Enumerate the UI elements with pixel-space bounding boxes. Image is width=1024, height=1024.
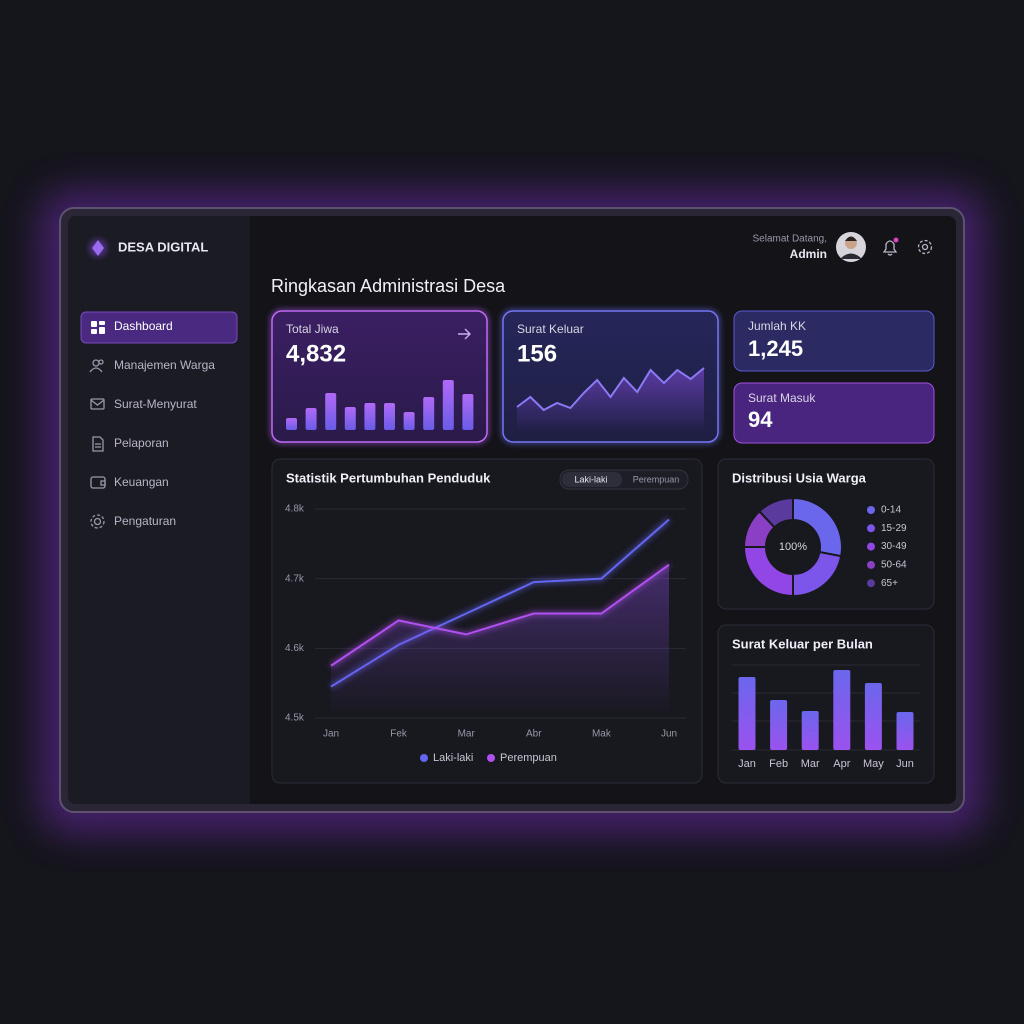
settings[interactable]	[917, 239, 933, 255]
pie-slice	[758, 496, 794, 529]
sparkline	[516, 367, 705, 412]
bar	[770, 700, 788, 750]
mini-bar	[403, 412, 415, 430]
x-tick-label: Mar	[458, 729, 476, 740]
mini-bar	[364, 403, 376, 430]
y-tick-label: 4.5k	[285, 713, 305, 724]
panel-title: Statistik Pertumbuhan Penduduk	[286, 470, 491, 485]
legend-dot	[867, 560, 875, 569]
legend-dot	[487, 754, 495, 762]
y-tick-label: 4.6k	[285, 643, 305, 654]
y-tick-label: 4.8k	[285, 504, 305, 515]
bell[interactable]	[882, 240, 898, 256]
menu-item[interactable]: Dashboard	[114, 319, 173, 333]
line-area	[331, 564, 669, 718]
panel-title: Surat Keluar per Bulan	[732, 636, 873, 651]
card-value: 156	[517, 340, 557, 367]
x-tick-label: Jan	[323, 729, 339, 740]
x-tick-label: Jun	[896, 758, 914, 770]
card-label: Total Jiwa	[286, 322, 339, 336]
mini-bar	[344, 407, 356, 430]
menu-item[interactable]: Keuangan	[114, 475, 169, 489]
card-value: 4,832	[286, 340, 346, 367]
y-tick-label: 4.7k	[285, 573, 305, 584]
legend-dot	[420, 754, 428, 762]
bar	[864, 683, 882, 750]
legend-label: 15-29	[881, 523, 907, 534]
sidebar	[68, 216, 250, 804]
x-tick-label: Abr	[526, 729, 542, 740]
menu-item[interactable]: Manajemen Warga	[114, 358, 215, 372]
mini-bar	[442, 380, 454, 430]
menu-item[interactable]: Pelaporan	[114, 436, 169, 450]
menu-active[interactable]	[80, 311, 238, 344]
card-surat-masuk[interactable]	[733, 382, 935, 444]
bar	[896, 712, 914, 750]
x-tick-label: May	[863, 758, 884, 770]
sparkline-area	[517, 368, 704, 432]
mini-bar	[423, 397, 435, 430]
legend-label: 0-14	[881, 505, 901, 516]
bar	[833, 670, 851, 750]
legend-dot	[867, 506, 875, 514]
line	[330, 563, 670, 667]
avatar[interactable]	[836, 232, 866, 262]
menu-icons	[89, 359, 106, 529]
card-value: 1,245	[748, 336, 803, 361]
x-tick-label: Apr	[833, 758, 850, 770]
arrow[interactable]	[458, 328, 471, 340]
greeting: Selamat Datang,	[753, 234, 828, 245]
x-tick-label: Mak	[592, 729, 612, 740]
legend-label: Laki-laki	[433, 752, 473, 764]
legend-label: Perempuan	[500, 752, 557, 764]
x-tick-label: Mar	[801, 758, 820, 770]
x-tick-label: Fek	[390, 729, 408, 740]
menu-item[interactable]: Pengaturan	[114, 514, 176, 528]
card-label: Jumlah KK	[748, 319, 806, 333]
mini-bar	[462, 394, 474, 430]
bar-grid	[732, 664, 920, 751]
toggle-option[interactable]: Laki-laki	[574, 474, 607, 484]
menu-item[interactable]: Surat-Menyurat	[114, 397, 197, 411]
bar	[801, 711, 819, 750]
legend-label: 50-64	[881, 560, 907, 571]
legend-label: 65+	[881, 578, 898, 589]
card-label: Surat Keluar	[517, 322, 584, 336]
x-tick-label: Jan	[738, 758, 756, 770]
notification-dot	[893, 237, 899, 243]
mini-bar	[384, 403, 395, 430]
page-title: Ringkasan Administrasi Desa	[271, 276, 506, 296]
legend-dot	[867, 579, 875, 588]
toggle-option[interactable]: Perempuan	[633, 474, 680, 484]
legend-label: 30-49	[881, 541, 907, 552]
logo	[89, 239, 107, 257]
mini-bar	[325, 393, 337, 430]
card-value: 94	[748, 407, 773, 432]
user-name: Admin	[790, 247, 827, 261]
icon-dashboard	[91, 321, 105, 334]
mini-bar	[305, 408, 317, 430]
card-jumlah-kk[interactable]	[733, 310, 935, 372]
toggle-active[interactable]	[562, 472, 622, 487]
legend-dot	[867, 542, 875, 551]
center-label: 100%	[779, 541, 807, 553]
mini-bar	[286, 418, 297, 430]
x-tick-label: Jun	[661, 729, 677, 740]
bar	[738, 677, 756, 750]
brand: DESA DIGITAL	[118, 239, 208, 254]
card-label: Surat Masuk	[748, 391, 816, 405]
x-tick-label: Feb	[769, 758, 788, 770]
panel-title: Distribusi Usia Warga	[732, 470, 867, 485]
legend-dot	[867, 524, 875, 533]
